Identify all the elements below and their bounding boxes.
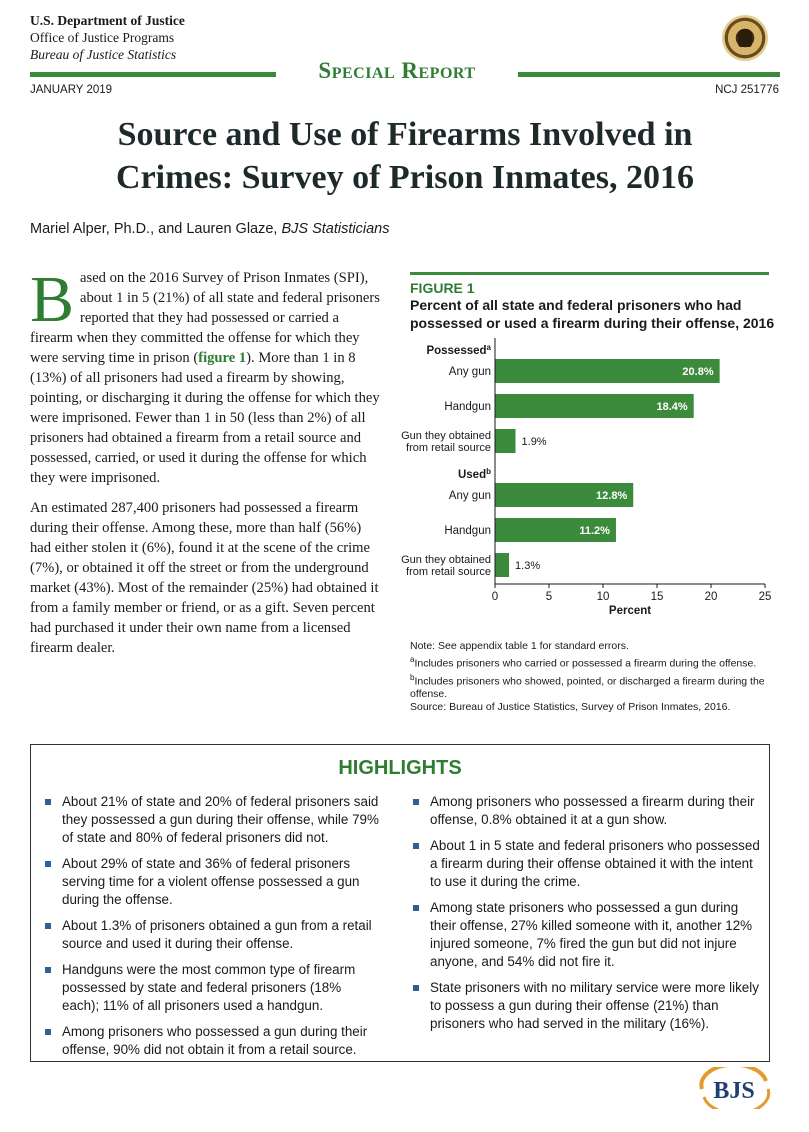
data-label: 18.4%: [657, 401, 688, 413]
figure-title: Percent of all state and federal prisone…: [410, 297, 775, 331]
bar: [495, 553, 510, 577]
x-tick-label: 0: [492, 591, 498, 603]
agency-block: U.S. Department of Justice Office of Jus…: [30, 12, 185, 63]
drop-cap: B: [30, 263, 75, 336]
page-title: Source and Use of Firearms Involved in C…: [20, 113, 790, 199]
data-label: 1.3%: [515, 560, 540, 572]
highlights-title: HIGHLIGHTS: [338, 757, 462, 779]
category-label: Any gun: [449, 490, 491, 502]
author-role: BJS Statisticians: [281, 221, 390, 237]
figure-1-link[interactable]: figure 1: [198, 350, 247, 366]
bar: [495, 429, 516, 453]
report-date: JANUARY 2019: [30, 84, 113, 96]
bar: [495, 394, 694, 418]
data-label: 12.8%: [596, 490, 627, 502]
highlight-item: About 1.3% of prisoners obtained a gun f…: [42, 917, 382, 953]
bureau-name: Bureau of Justice Statistics: [30, 47, 177, 62]
bar: [495, 483, 634, 507]
highlight-item: About 21% of state and 20% of federal pr…: [42, 793, 382, 847]
x-tick-label: 10: [597, 591, 610, 603]
x-tick-label: 15: [651, 591, 664, 603]
x-tick-label: 25: [759, 591, 772, 603]
data-label: 1.9%: [522, 436, 547, 448]
bar: [495, 359, 720, 383]
report-type: Special Report: [318, 58, 476, 83]
bar-chart: Possesseda Any gun 20.8% Handgun 18.4% Gun th…: [401, 338, 772, 617]
note-b: bIncludes prisoners who showed, pointed,…: [410, 671, 780, 702]
figure-label: FIGURE 1: [410, 280, 475, 296]
p1-start: ased on the 2016 Survey of Prison Inmate…: [30, 270, 380, 366]
category-label: Handgun: [444, 401, 491, 413]
highlight-item: Among prisoners who possessed a firearm …: [410, 793, 760, 829]
figure-notes: Note: See appendix table 1 for standard …: [410, 640, 780, 714]
bar: [495, 518, 616, 542]
note-a-text: Includes prisoners who carried or posses…: [414, 657, 757, 670]
highlights-box: [30, 744, 770, 1062]
data-label: 20.8%: [682, 366, 713, 378]
note-a-mark: a: [410, 655, 415, 664]
highlight-item: Among prisoners who possessed a gun duri…: [42, 1023, 382, 1059]
category-label: Handgun: [444, 525, 491, 537]
paragraph-2: An estimated 287,400 prisoners had posse…: [30, 500, 379, 656]
highlights-left-column: About 21% of state and 20% of federal pr…: [42, 793, 382, 1067]
group-label: Possesseda: [426, 343, 491, 358]
note-a: aIncludes prisoners who carried or posse…: [410, 653, 780, 671]
bjs-logo-text: BJS: [713, 1078, 754, 1104]
authors: Mariel Alper, Ph.D., and Lauren Glaze, B…: [30, 221, 389, 237]
figure-rule: [410, 272, 769, 275]
masthead-rule-right: [518, 72, 780, 77]
highlights-right-column: Among prisoners who possessed a firearm …: [410, 793, 760, 1041]
data-label: 11.2%: [579, 525, 610, 537]
x-tick-label: 5: [546, 591, 552, 603]
bjs-logo: BJS: [699, 1067, 771, 1109]
x-tick-label: 20: [705, 591, 718, 603]
highlight-item: About 1 in 5 state and federal prisoners…: [410, 837, 760, 891]
category-label: from retail source: [406, 442, 491, 454]
group-label: Usedb: [458, 467, 491, 482]
highlight-item: Among state prisoners who possessed a gu…: [410, 899, 760, 971]
note-source: Source: Bureau of Justice Statistics, Su…: [410, 701, 731, 713]
doj-seal-icon: [722, 15, 768, 61]
title-line-1: Source and Use of Firearms Involved in: [117, 116, 693, 153]
note-b-mark: b: [410, 672, 415, 682]
highlight-item: About 29% of state and 36% of federal pr…: [42, 855, 382, 909]
highlight-item: State prisoners with no military service…: [410, 979, 760, 1033]
note-b-text: Includes prisoners who showed, pointed, …: [410, 675, 765, 700]
category-label: Gun they obtained: [401, 554, 491, 566]
author-names: Mariel Alper, Ph.D., and Lauren Glaze,: [30, 221, 282, 237]
agency-name: U.S. Department of Justice: [30, 13, 185, 28]
note-general: Note: See appendix table 1 for standard …: [410, 640, 629, 652]
title-line-2: Crimes: Survey of Prison Inmates, 2016: [116, 159, 694, 196]
x-axis-label: Percent: [609, 605, 651, 617]
category-label: Any gun: [449, 366, 491, 378]
ncj-number: NCJ 251776: [715, 84, 779, 96]
highlight-item: Handguns were the most common type of fi…: [42, 961, 382, 1015]
group-label-mark: a: [487, 343, 492, 352]
p1-end: ). More than 1 in 8 (13%) of all prisone…: [30, 350, 380, 486]
category-label: from retail source: [406, 566, 491, 578]
category-label: Gun they obtained: [401, 430, 491, 442]
group-label-mark: b: [486, 467, 491, 476]
masthead-rule-left: [30, 72, 276, 77]
office-name: Office of Justice Programs: [30, 30, 175, 45]
